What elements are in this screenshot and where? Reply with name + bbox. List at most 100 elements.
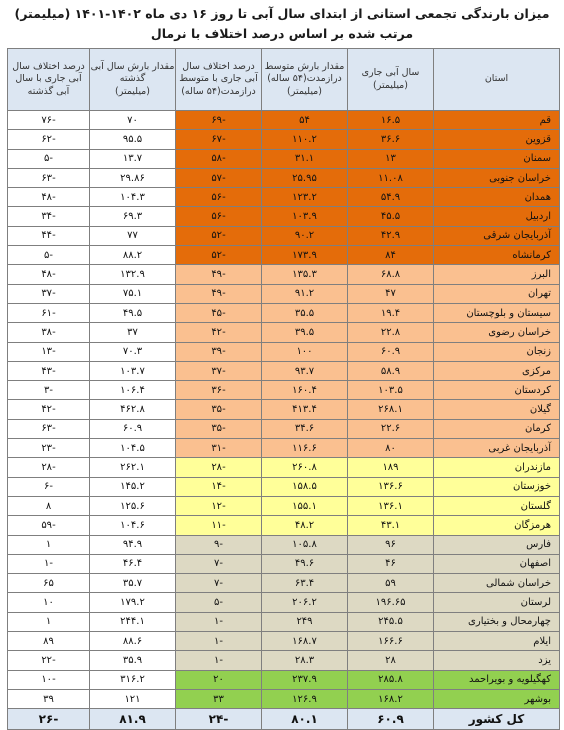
diff-normal-cell: -۱۲	[175, 495, 262, 517]
normal-cell: ۳۹.۵	[261, 322, 348, 343]
table-row: کردستان ۱۰۳.۵ ۱۶۰.۴ -۳۶ ۱۰۶.۴ -۳	[7, 380, 560, 401]
diff-normal-cell: -۴۲	[175, 322, 262, 343]
header-normal: مقدار بارش متوسط درازمدت(۵۴ ساله) (میلیمت…	[261, 48, 348, 111]
diff-normal-cell: -۶۷	[175, 129, 262, 150]
last-year-cell: ۷۰.۳	[89, 341, 176, 362]
current-cell: ۳۶.۶	[347, 129, 434, 150]
table-row: هرمزگان ۴۳.۱ ۴۸.۲ -۱۱ ۱۰۴.۶ -۵۹	[7, 515, 560, 536]
current-cell: ۴۷	[347, 283, 434, 304]
table-row: خراسان رضوی ۲۲.۸ ۳۹.۵ -۴۲ ۳۷ -۳۸	[7, 322, 560, 343]
province-cell: گلستان	[433, 495, 560, 517]
normal-cell: ۵۴	[261, 109, 348, 131]
current-cell: ۸۴	[347, 245, 434, 266]
total-normal: ۸۰.۱	[261, 708, 348, 730]
diff-last-cell: -۳۴	[7, 206, 90, 227]
province-cell: لرستان	[433, 592, 560, 613]
normal-cell: ۲۶۰.۸	[261, 457, 348, 478]
total-row: کل کشور ۶۰.۹ ۸۰.۱ -۲۴ ۸۱.۹ -۲۶	[7, 708, 560, 730]
last-year-cell: ۷۰	[89, 109, 176, 131]
diff-last-cell: -۳۸	[7, 322, 90, 343]
province-cell: مازندران	[433, 457, 560, 478]
table-row: فارس ۹۶ ۱۰۵.۸ -۹ ۹۴.۹ ۱	[7, 534, 560, 555]
diff-last-cell: -۴۸	[7, 264, 90, 285]
current-cell: ۱۳۶.۶	[347, 476, 434, 497]
diff-normal-cell: -۳۵	[175, 418, 262, 440]
current-cell: ۱۱.۰۸	[347, 167, 434, 189]
province-cell: خراسان جنوبی	[433, 167, 560, 189]
header-diff-last: درصد اختلاف سال آبی جاری با سال آبی گذشت…	[7, 48, 90, 111]
normal-cell: ۱۵۵.۱	[261, 495, 348, 517]
diff-last-cell: ۱۰	[7, 592, 90, 613]
table-row: زنجان ۶۰.۹ ۱۰۰ -۳۹ ۷۰.۳ -۱۳	[7, 341, 560, 362]
current-cell: ۹۶	[347, 534, 434, 555]
province-cell: کرمان	[433, 418, 560, 440]
diff-normal-cell: -۵۷	[175, 167, 262, 189]
current-cell: ۲۲.۸	[347, 322, 434, 343]
last-year-cell: ۳۵.۷	[89, 573, 176, 594]
table-row: قزوین ۳۶.۶ ۱۱۰.۲ -۶۷ ۹۵.۵ -۶۲	[7, 129, 560, 150]
header-current: سال آبی جاری (میلیمتر)	[347, 48, 434, 111]
normal-cell: ۹۱.۲	[261, 283, 348, 304]
table-row: آذربایجان شرقی ۴۲.۹ ۹۰.۲ -۵۲ ۷۷ -۴۴	[7, 225, 560, 247]
normal-cell: ۱۱۶.۶	[261, 438, 348, 459]
last-year-cell: ۳۱۶.۲	[89, 669, 176, 690]
province-cell: البرز	[433, 264, 560, 285]
header-province: استان	[433, 48, 560, 111]
diff-last-cell: -۵	[7, 148, 90, 169]
province-cell: کردستان	[433, 380, 560, 401]
normal-cell: ۱۶۸.۷	[261, 631, 348, 652]
diff-last-cell: -۱۰	[7, 669, 90, 690]
province-cell: کرمانشاه	[433, 245, 560, 266]
table-row: یزد ۲۸ ۲۸.۳ -۱ ۳۵.۹ -۲۲	[7, 650, 560, 671]
last-year-cell: ۱۴۵.۲	[89, 476, 176, 497]
table-row: تهران ۴۷ ۹۱.۲ -۴۹ ۷۵.۱ -۳۷	[7, 283, 560, 304]
last-year-cell: ۸۸.۶	[89, 631, 176, 652]
last-year-cell: ۳۷	[89, 322, 176, 343]
current-cell: ۵۹	[347, 573, 434, 594]
diff-normal-cell: -۳۱	[175, 438, 262, 459]
table-row: سیستان و بلوچستان ۱۹.۴ ۳۵.۵ -۴۵ ۴۹.۵ -۶۱	[7, 302, 560, 324]
diff-normal-cell: -۵۲	[175, 245, 262, 266]
normal-cell: ۶۳.۴	[261, 573, 348, 594]
province-cell: سمنان	[433, 148, 560, 169]
diff-last-cell: -۶۲	[7, 129, 90, 150]
last-year-cell: ۹۴.۹	[89, 534, 176, 555]
province-cell: فارس	[433, 534, 560, 555]
province-cell: سیستان و بلوچستان	[433, 302, 560, 324]
total-diff-normal: -۲۴	[175, 708, 262, 730]
last-year-cell: ۸۸.۲	[89, 245, 176, 266]
last-year-cell: ۴۶۲.۸	[89, 399, 176, 420]
diff-normal-cell: -۴۹	[175, 264, 262, 285]
diff-last-cell: -۳۷	[7, 283, 90, 304]
rainfall-table: استان سال آبی جاری (میلیمتر) مقدار بارش م…	[7, 48, 560, 730]
table-row: بوشهر ۱۶۸.۲ ۱۲۶.۹ ۳۳ ۱۲۱ ۳۹	[7, 688, 560, 710]
normal-cell: ۱۰۵.۸	[261, 534, 348, 555]
province-cell: بوشهر	[433, 688, 560, 710]
province-cell: اصفهان	[433, 553, 560, 575]
diff-last-cell: -۷۶	[7, 109, 90, 131]
last-year-cell: ۷۵.۱	[89, 283, 176, 304]
province-cell: کهگیلویه و بویراحمد	[433, 669, 560, 690]
current-cell: ۵۴.۹	[347, 187, 434, 208]
diff-last-cell: -۲۲	[7, 650, 90, 671]
last-year-cell: ۱۲۵.۶	[89, 495, 176, 517]
normal-cell: ۳۱.۱	[261, 148, 348, 169]
province-cell: خراسان رضوی	[433, 322, 560, 343]
current-cell: ۲۶۸.۱	[347, 399, 434, 420]
table-body: قم ۱۶.۵ ۵۴ -۶۹ ۷۰ -۷۶ قزوین ۳۶.۶ ۱۱۰.۲ -۶۷ ۹۵.۵ -۶۲…	[7, 109, 560, 710]
table-row: کرمانشاه ۸۴ ۱۷۳.۹ -۵۲ ۸۸.۲ -۵	[7, 245, 560, 266]
current-cell: ۴۵.۵	[347, 206, 434, 227]
normal-cell: ۱۰۰	[261, 341, 348, 362]
diff-last-cell: -۳	[7, 380, 90, 401]
province-cell: آذربایجان غربی	[433, 438, 560, 459]
diff-normal-cell: -۵۲	[175, 225, 262, 247]
normal-cell: ۲۸.۳	[261, 650, 348, 671]
document-page: میزان بارندگی تجمعی استانی از ابتدای سال…	[7, 6, 560, 730]
normal-cell: ۲۰۶.۲	[261, 592, 348, 613]
normal-cell: ۱۲۶.۹	[261, 688, 348, 710]
diff-last-cell: ۱	[7, 611, 90, 633]
total-label: کل کشور	[433, 708, 560, 730]
last-year-cell: ۲۴۴.۱	[89, 611, 176, 633]
current-cell: ۴۶	[347, 553, 434, 575]
diff-normal-cell: -۹	[175, 534, 262, 555]
